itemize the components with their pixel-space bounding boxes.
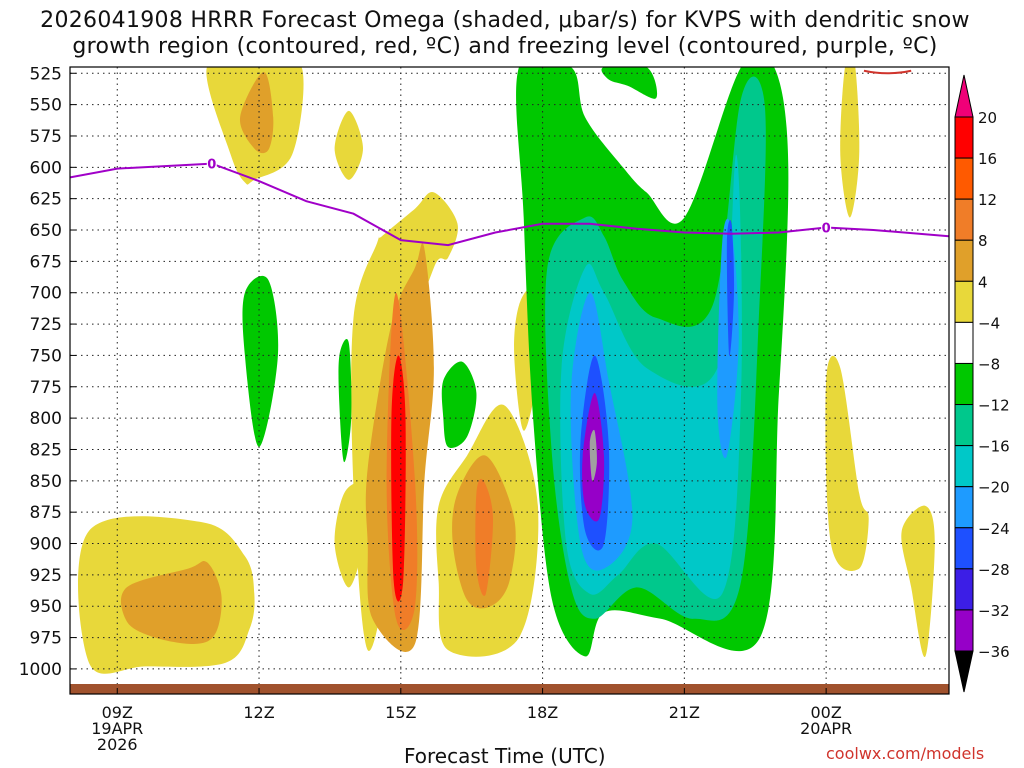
y-tick-label: 650	[30, 221, 62, 241]
y-tick-label: 575	[30, 127, 62, 147]
omega-region-24	[726, 219, 735, 357]
colorbar-label: 12	[978, 191, 997, 209]
y-tick-label: 850	[30, 472, 62, 492]
omega-region-30	[901, 505, 935, 658]
credit-link[interactable]: coolwx.com/models	[826, 744, 985, 763]
x-tick-label: 21Z	[669, 703, 700, 722]
x-tick-label: 19APR	[91, 719, 143, 738]
colorbar-label: −36	[978, 643, 1010, 661]
omega-region-19	[601, 67, 658, 99]
title-line-2: growth region (contoured, red, ºC) and f…	[72, 34, 938, 59]
y-tick-label: 900	[30, 535, 62, 555]
omega-region-29	[825, 355, 869, 571]
colorbar-swatch	[954, 486, 974, 529]
colorbar-top-triangle	[954, 74, 974, 118]
colorbar-swatch	[954, 157, 974, 200]
y-tick-label: 825	[30, 440, 62, 460]
x-tick-label: 18Z	[527, 703, 558, 722]
dendritic-growth-contour	[863, 69, 912, 75]
x-tick-label: 2026	[97, 735, 138, 754]
y-tick-label: 975	[30, 629, 62, 649]
y-tick-label: 525	[30, 64, 62, 84]
omega-region-15	[242, 275, 279, 447]
colorbar-swatch	[954, 527, 974, 570]
y-tick-label: 750	[30, 346, 62, 366]
y-tick-label: 625	[30, 190, 62, 210]
x-axis-label: Forecast Time (UTC)	[404, 744, 606, 768]
colorbar-label: −32	[978, 602, 1010, 620]
x-tick-label: 12Z	[243, 703, 274, 722]
colorbar-label: 4	[978, 273, 988, 291]
y-tick-label: 600	[30, 158, 62, 178]
title-line-1: 2026041908 HRRR Forecast Omega (shaded, …	[40, 8, 970, 33]
terrain-strip	[70, 684, 949, 694]
colorbar-label: −24	[978, 520, 1010, 538]
colorbar-label: −12	[978, 397, 1010, 415]
colorbar-swatch	[954, 568, 974, 611]
y-tick-label: 1000	[19, 660, 62, 680]
colorbar-swatch	[954, 198, 974, 241]
y-tick-label: 875	[30, 503, 62, 523]
omega-region-17	[441, 361, 477, 449]
freezing-level-label-1: 0	[207, 158, 216, 173]
y-tick-label: 675	[30, 252, 62, 272]
y-tick-label: 725	[30, 315, 62, 335]
x-tick-label: 20APR	[800, 719, 852, 738]
y-tick-label: 950	[30, 597, 62, 617]
colorbar-swatch	[954, 321, 974, 364]
colorbar-swatch	[954, 445, 974, 488]
omega-region-2	[239, 72, 274, 154]
colorbar-swatch	[954, 404, 974, 447]
y-tick-label: 925	[30, 566, 62, 586]
x-tick-label: 15Z	[385, 703, 416, 722]
colorbar-label: −28	[978, 561, 1010, 579]
y-tick-label: 550	[30, 96, 62, 116]
colorbar-label: 8	[978, 232, 988, 250]
colorbar-swatch	[954, 362, 974, 406]
colorbar-label: −4	[978, 314, 1000, 332]
omega-region-16	[338, 338, 352, 463]
colorbar-label: −16	[978, 438, 1010, 456]
omega-region-14	[120, 560, 222, 645]
omega-region-27	[589, 429, 597, 482]
plot-frame	[69, 66, 950, 695]
omega-region-12	[334, 482, 366, 588]
colorbar-label: 20	[978, 109, 997, 127]
colorbar-swatch	[954, 609, 974, 652]
freezing-label-bg-2	[821, 220, 832, 235]
omega-region-7	[391, 355, 406, 602]
colorbar-label: −20	[978, 479, 1010, 497]
omega-region-28	[840, 67, 860, 218]
x-tick-label: 00Z	[810, 703, 841, 722]
freezing-level-label-2: 0	[822, 222, 831, 237]
y-tick-label: 775	[30, 378, 62, 398]
freezing-label-bg-1	[206, 156, 217, 171]
colorbar-label: 16	[978, 150, 997, 168]
freezing-level-line	[70, 162, 949, 247]
colorbar-bottom-triangle	[954, 650, 974, 693]
colorbar-swatch	[954, 239, 974, 282]
y-tick-label: 700	[30, 284, 62, 304]
y-tick-label: 800	[30, 409, 62, 429]
colorbar-swatch	[954, 280, 974, 323]
colorbar-label: −8	[978, 355, 1000, 373]
omega-region-3	[334, 110, 363, 180]
chart-title: 2026041908 HRRR Forecast Omega (shaded, …	[0, 8, 1010, 60]
omega-region-10	[475, 478, 494, 596]
colorbar-swatch	[954, 116, 974, 159]
x-tick-label: 09Z	[102, 703, 133, 722]
